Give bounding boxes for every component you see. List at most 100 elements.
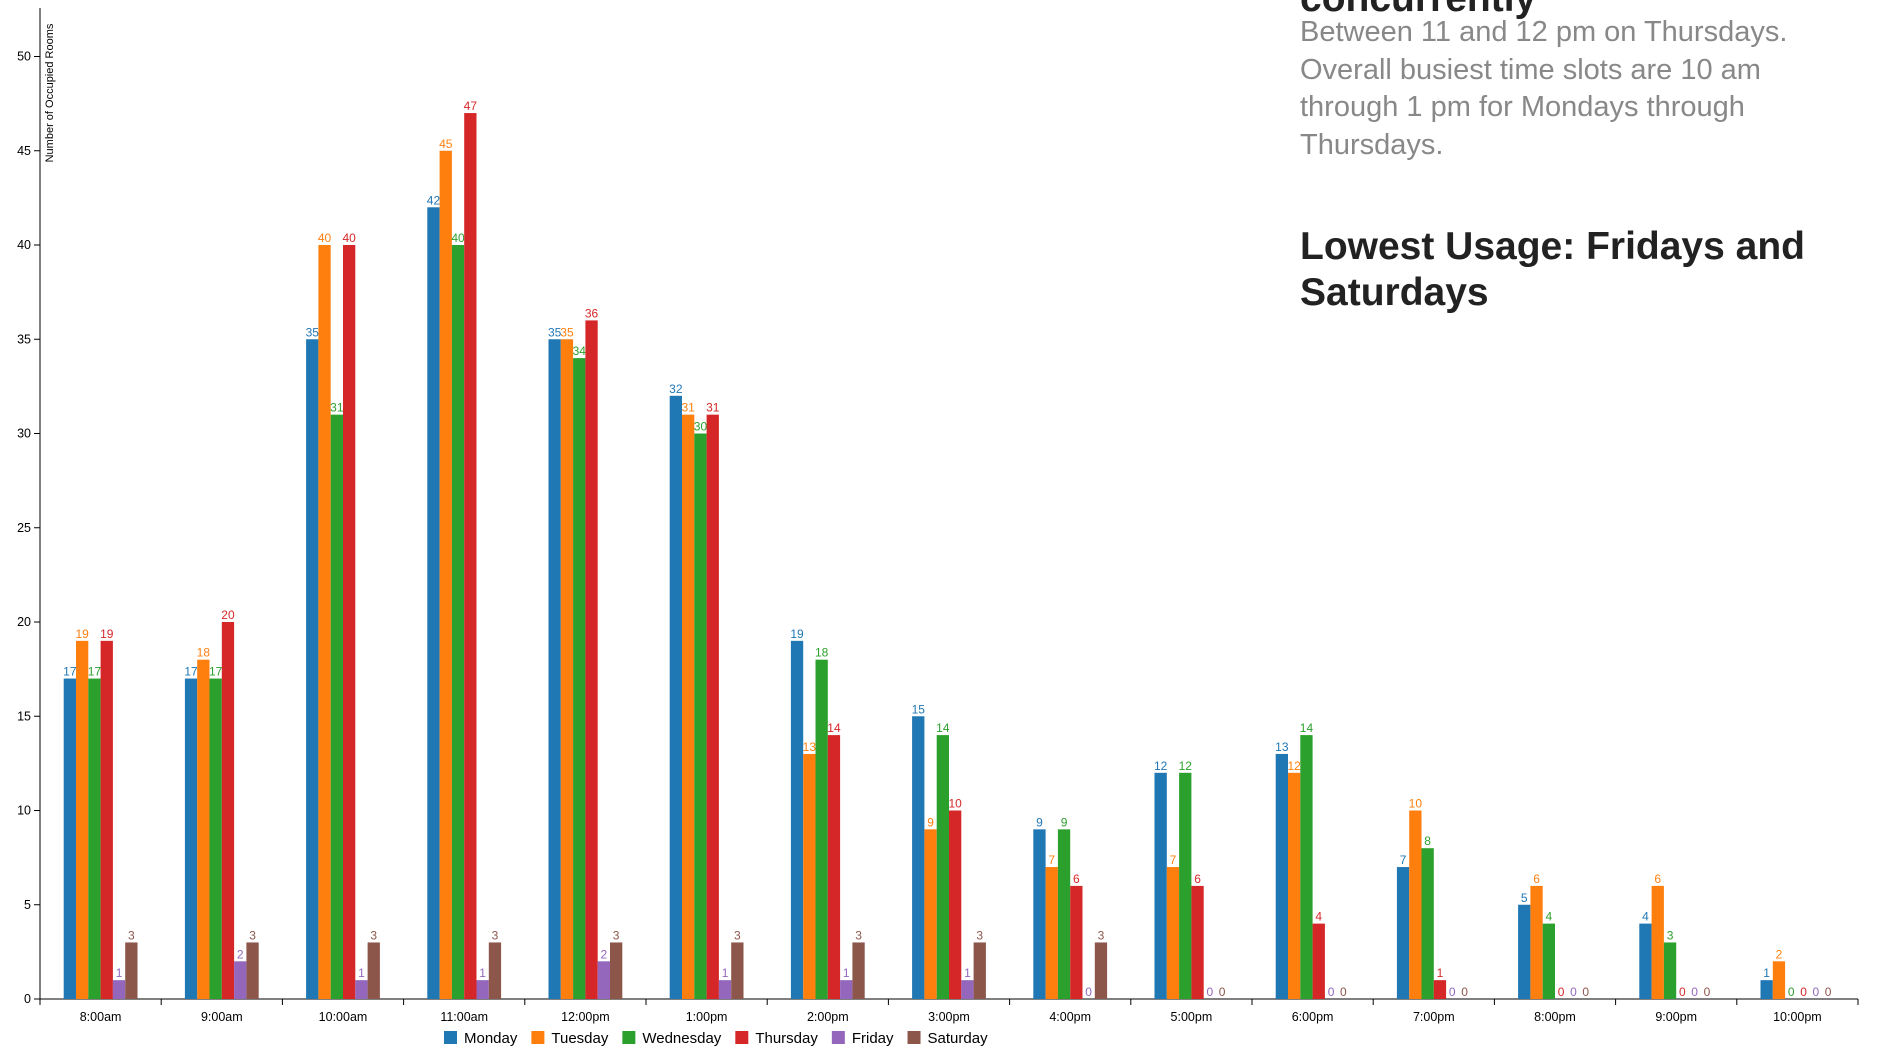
bars: 1719171913171817202335403140134245404713…	[63, 99, 1832, 1000]
bar-value-label: 0	[1449, 985, 1456, 999]
bar-value-label: 2	[1776, 947, 1783, 961]
bar-value-label: 40	[318, 231, 332, 245]
bar	[1396, 867, 1410, 999]
bar-value-label: 32	[669, 382, 683, 396]
bar-value-label: 31	[681, 401, 695, 415]
bar	[439, 150, 452, 999]
bar-value-label: 6	[1533, 872, 1540, 886]
bar-value-label: 13	[803, 740, 817, 754]
bar-value-label: 9	[927, 815, 934, 829]
bar	[1033, 829, 1046, 999]
bar	[1542, 923, 1555, 999]
bar-value-label: 0	[1788, 985, 1795, 999]
bar	[246, 942, 259, 999]
bar-value-label: 9	[1036, 815, 1043, 829]
bar	[731, 942, 744, 999]
y-axis-label: Number of Occupied Rooms	[44, 23, 56, 162]
x-axis: 8:00am 9:00am 10:00am 11:00am 12:00pm 1:00pm 2…	[39, 998, 1859, 1024]
bar-value-label: 0	[1461, 985, 1468, 999]
bar-value-label: 7	[1048, 853, 1055, 867]
bar	[209, 678, 222, 999]
bar	[585, 320, 598, 999]
bar-value-label: 35	[306, 325, 320, 339]
bar	[1663, 942, 1677, 999]
bar-value-label: 35	[560, 325, 574, 339]
bar-value-label: 3	[734, 928, 741, 942]
bar	[1760, 980, 1773, 999]
bar	[1154, 772, 1167, 999]
bar	[197, 659, 210, 999]
bar	[815, 659, 828, 999]
bar-value-label: 1	[964, 966, 971, 980]
bar-value-label: 17	[63, 665, 77, 679]
legend-swatch	[622, 1031, 636, 1044]
bar-value-label: 8	[1424, 834, 1431, 848]
bar-value-label: 0	[1582, 985, 1589, 999]
bar	[1288, 772, 1301, 999]
bar-value-label: 0	[1679, 985, 1686, 999]
bar	[827, 735, 841, 999]
bar-value-label: 13	[1275, 740, 1289, 754]
bar	[1094, 942, 1108, 999]
bar-value-label: 0	[1558, 985, 1565, 999]
bar	[706, 414, 719, 999]
bar	[112, 980, 126, 999]
legend-entry: Wednesday	[642, 1030, 721, 1047]
bar-value-label: 6	[1073, 872, 1080, 886]
bar	[76, 640, 89, 999]
x-tick-label: 2:00pm	[807, 1010, 849, 1024]
bar-value-label: 1	[843, 966, 850, 980]
bar-value-label: 34	[573, 344, 587, 358]
bar	[1312, 923, 1325, 999]
bar-value-label: 15	[912, 702, 926, 716]
x-tick-label: 3:00pm	[928, 1010, 970, 1024]
legend-swatch	[831, 1031, 845, 1044]
bar-value-label: 36	[585, 306, 599, 320]
bar	[961, 980, 974, 999]
bar-value-label: 0	[1813, 985, 1820, 999]
bar	[184, 678, 198, 999]
legend-swatch	[735, 1031, 749, 1044]
bar-value-label: 9	[1061, 815, 1068, 829]
bar-value-label: 12	[1179, 759, 1193, 773]
bar	[100, 640, 113, 999]
bar	[451, 245, 465, 999]
x-tick-label: 1:00pm	[686, 1010, 728, 1024]
bar	[464, 113, 477, 1000]
bar-value-label: 0	[1691, 985, 1698, 999]
bar	[476, 980, 489, 999]
bar-value-label: 3	[492, 928, 499, 942]
bar	[610, 942, 623, 999]
bar-value-label: 0	[1328, 985, 1335, 999]
bar-value-label: 40	[451, 231, 465, 245]
bar-value-label: 14	[936, 721, 950, 735]
bar	[1057, 829, 1071, 999]
bar-value-label: 31	[706, 401, 720, 415]
bar	[318, 245, 331, 999]
bar	[1433, 980, 1447, 999]
bar	[355, 980, 368, 999]
busiest-heading: concurrently	[1300, 0, 1860, 22]
bar	[936, 735, 949, 999]
bar	[1300, 735, 1313, 999]
bar	[1275, 753, 1288, 999]
bar-value-label: 12	[1154, 759, 1168, 773]
bar-value-label: 20	[221, 608, 235, 622]
y-tick-label: 15	[17, 709, 31, 723]
bar-value-label: 1	[116, 966, 123, 980]
bar	[1166, 867, 1180, 999]
legend: Monday Tuesday Wednesday Thursday Friday Satu…	[444, 1030, 988, 1047]
bar-value-label: 3	[1667, 928, 1674, 942]
bar-value-label: 47	[464, 99, 478, 113]
bar	[1772, 961, 1786, 999]
bar-value-label: 18	[815, 646, 829, 660]
bar-value-label: 1	[1437, 966, 1444, 980]
bar	[1070, 885, 1083, 999]
bar-value-label: 4	[1642, 910, 1649, 924]
bar	[560, 339, 574, 999]
bar-value-label: 7	[1400, 853, 1407, 867]
bar	[912, 716, 925, 999]
bar-value-label: 6	[1654, 872, 1661, 886]
bar	[1530, 885, 1543, 999]
